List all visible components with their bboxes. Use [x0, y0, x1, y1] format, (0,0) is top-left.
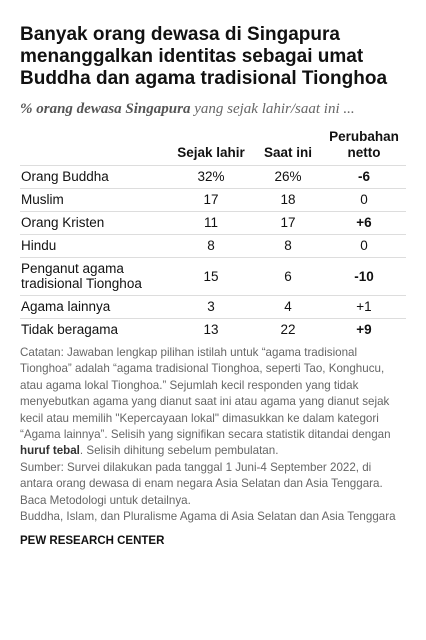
row-label: Penganut agama tradisional Tionghoa [20, 257, 168, 296]
table-row: Orang Kristen 11 17 +6 [20, 211, 406, 235]
note: Catatan: Jawaban lengkap pilihan istilah… [20, 345, 404, 460]
report: Buddha, Islam, dan Pluralisme Agama di A… [20, 510, 396, 524]
note-bold: huruf tebal [20, 444, 80, 458]
cell: +6 [322, 211, 406, 235]
table-row: Orang Buddha 32% 26% -6 [20, 165, 406, 189]
cell: 13 [168, 318, 254, 341]
row-label: Tidak beragama [20, 318, 168, 341]
cell: +1 [322, 295, 406, 319]
subtitle: % orang dewasa Singapura yang sejak lahi… [20, 100, 404, 119]
footer: PEW RESEARCH CENTER [20, 535, 165, 548]
table-row: Muslim 17 18 0 [20, 188, 406, 212]
cell: +9 [322, 318, 406, 341]
cell: 15 [168, 257, 254, 296]
table-row: Hindu 8 8 0 [20, 234, 406, 258]
cell: 3 [168, 295, 254, 319]
cell: 6 [254, 257, 322, 296]
cell: 17 [168, 188, 254, 212]
content: Banyak orang dewasa di Singapura menangg… [20, 24, 406, 548]
column-header: Saat ini [263, 145, 312, 160]
cell: 32% [168, 165, 254, 189]
cell: -6 [322, 165, 406, 189]
column-header: Perubahan netto [329, 129, 399, 160]
table-row: Tidak beragama 13 22 +9 [20, 318, 406, 341]
cell: -10 [322, 257, 406, 296]
subtitle-rest: yang sejak lahir/saat ini ... [194, 101, 355, 117]
subtitle-bold: % orang dewasa Singapura [20, 101, 191, 117]
cell: 26% [254, 165, 322, 189]
row-label: Orang Buddha [20, 165, 168, 189]
table-row: Agama lainnya 3 4 +1 [20, 295, 406, 319]
note-text: . Selisih dihitung sebelum pembulatan. [79, 444, 279, 458]
title: Banyak orang dewasa di Singapura menangg… [20, 24, 388, 89]
cell: 8 [168, 234, 254, 258]
row-label: Hindu [20, 234, 168, 258]
notes: Catatan: Jawaban lengkap pilihan istilah… [20, 345, 404, 525]
cell: 22 [254, 318, 322, 341]
column-header: Sejak lahir [177, 145, 245, 160]
note-text: Catatan: Jawaban lengkap pilihan istilah… [20, 346, 391, 442]
table-body: Orang Buddha 32% 26% -6 Muslim 17 18 0 Orang Kri… [20, 165, 406, 341]
corner [20, 129, 168, 166]
cell: 18 [254, 188, 322, 212]
cell: 4 [254, 295, 322, 319]
table-row: Penganut agama tradisional Tionghoa 15 6 -1… [20, 257, 406, 296]
row-label: Muslim [20, 188, 168, 212]
cell: 0 [322, 188, 406, 212]
header-row: Sejak lahir Saat ini Perubahan netto [20, 129, 406, 166]
cell: 11 [168, 211, 254, 235]
cell: 17 [254, 211, 322, 235]
row-label: Agama lainnya [20, 295, 168, 319]
cell: 8 [254, 234, 322, 258]
row-label: Orang Kristen [20, 211, 168, 235]
cell: 0 [322, 234, 406, 258]
table: Sejak lahir Saat ini Perubahan netto Orang… [20, 129, 406, 341]
source: Sumber: Survei dilakukan pada tanggal 1 … [20, 460, 383, 507]
